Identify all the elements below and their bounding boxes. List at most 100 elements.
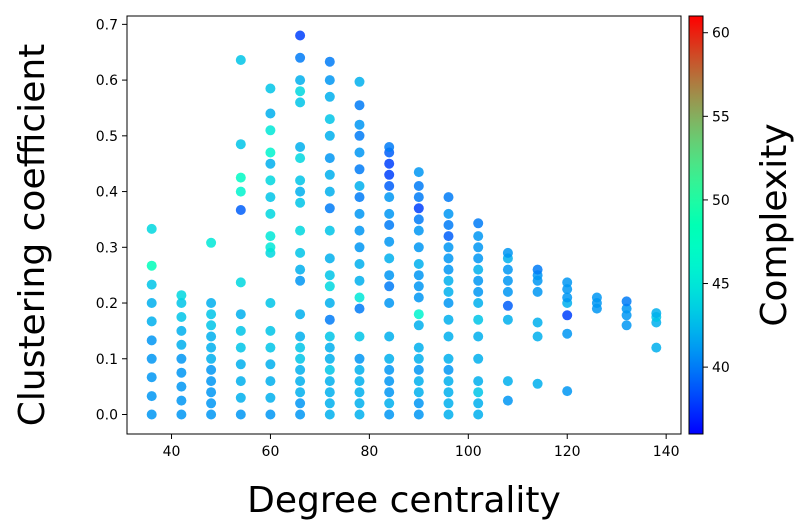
data-point xyxy=(176,339,187,350)
data-point xyxy=(473,253,484,264)
data-point xyxy=(176,367,187,378)
data-point xyxy=(324,56,335,67)
colorbar-title: Complexity xyxy=(754,123,795,326)
data-point xyxy=(295,264,306,275)
data-point xyxy=(354,208,365,219)
data-point xyxy=(384,142,395,152)
data-point xyxy=(384,158,395,169)
data-point xyxy=(562,277,573,288)
data-point xyxy=(502,376,513,387)
data-point xyxy=(146,353,157,364)
data-point xyxy=(295,153,306,164)
data-point xyxy=(502,247,513,258)
data-point xyxy=(265,359,276,370)
data-point xyxy=(295,309,306,320)
data-point xyxy=(413,309,424,320)
data-point xyxy=(146,409,157,420)
data-point xyxy=(235,392,246,403)
data-point xyxy=(324,225,335,236)
data-point xyxy=(324,364,335,375)
data-point xyxy=(206,237,217,248)
data-point xyxy=(354,303,365,314)
data-point xyxy=(265,392,276,403)
y-tick-label: 0.5 xyxy=(96,129,118,145)
data-point xyxy=(354,353,365,364)
colorbar-tick-label: 60 xyxy=(712,26,730,42)
data-point xyxy=(443,286,454,297)
data-point xyxy=(324,387,335,398)
data-point xyxy=(295,52,306,63)
data-point xyxy=(176,395,187,406)
data-point xyxy=(413,167,424,178)
data-point xyxy=(473,275,484,286)
data-point xyxy=(206,331,217,342)
data-point xyxy=(176,409,187,420)
data-point xyxy=(146,391,157,402)
data-point xyxy=(384,169,395,180)
data-point xyxy=(384,220,395,230)
data-point xyxy=(295,186,306,197)
data-point xyxy=(384,398,395,409)
data-point xyxy=(235,277,246,288)
data-point xyxy=(206,387,217,398)
y-tick-label: 0.1 xyxy=(96,352,118,368)
data-point xyxy=(413,398,424,409)
data-point xyxy=(265,376,276,387)
x-tick-label: 60 xyxy=(262,444,280,460)
y-tick-label: 0.3 xyxy=(96,240,118,256)
data-point xyxy=(443,231,454,242)
data-point xyxy=(265,192,276,203)
data-point xyxy=(265,147,276,158)
data-point xyxy=(473,331,484,342)
data-point xyxy=(413,353,424,364)
data-point xyxy=(206,398,217,409)
data-point xyxy=(384,281,395,292)
data-point xyxy=(324,409,335,420)
data-point xyxy=(146,335,157,346)
data-point xyxy=(146,223,157,234)
data-point xyxy=(413,376,424,387)
data-point xyxy=(295,75,306,86)
data-point xyxy=(413,192,424,203)
data-point xyxy=(295,97,306,108)
data-point xyxy=(324,75,335,86)
data-point xyxy=(413,364,424,375)
data-point xyxy=(413,225,424,236)
colorbar xyxy=(688,15,704,435)
data-point xyxy=(235,139,246,150)
data-point xyxy=(146,372,157,383)
colorbar-tick-label: 55 xyxy=(712,109,730,125)
data-point xyxy=(324,114,335,125)
data-point xyxy=(295,409,306,420)
data-point xyxy=(324,314,335,325)
data-point xyxy=(206,342,217,353)
data-point xyxy=(354,398,365,409)
data-point xyxy=(354,376,365,387)
data-point xyxy=(413,203,424,214)
data-point xyxy=(324,130,335,141)
colorbar-tick-label: 50 xyxy=(712,193,730,209)
data-point xyxy=(354,192,365,203)
data-point xyxy=(443,376,454,387)
data-point xyxy=(324,353,335,364)
data-point xyxy=(443,253,454,264)
data-point xyxy=(324,342,335,353)
data-point xyxy=(384,236,395,247)
data-point xyxy=(413,409,424,420)
y-tick-label: 0.0 xyxy=(96,407,118,423)
data-point xyxy=(502,314,513,325)
data-point xyxy=(324,153,335,164)
data-point xyxy=(265,242,276,253)
data-point xyxy=(473,231,484,242)
data-point xyxy=(384,270,395,281)
data-point xyxy=(473,376,484,387)
data-point xyxy=(443,353,454,364)
data-point xyxy=(473,387,484,398)
data-point xyxy=(235,205,246,215)
data-point xyxy=(295,342,306,353)
data-point xyxy=(295,225,306,236)
data-point xyxy=(473,218,484,229)
data-point xyxy=(562,386,573,397)
y-axis: 0.0 0.1 0.2 0.3 0.4 0.5 0.6 0.7 xyxy=(96,17,127,423)
